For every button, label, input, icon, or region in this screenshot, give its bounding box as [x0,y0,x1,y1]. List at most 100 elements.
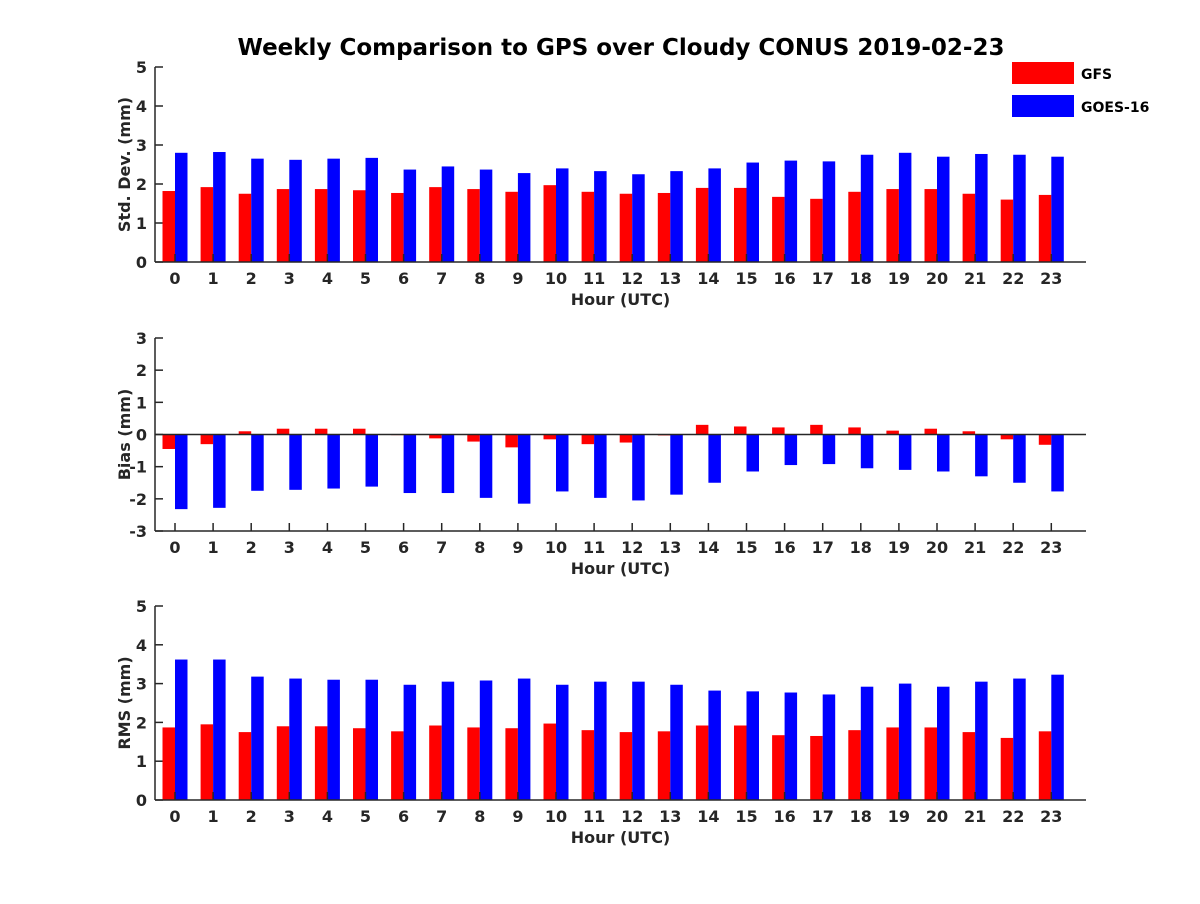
bar-gfs-hour-18 [848,191,861,262]
bar-gfs-hour-0 [162,434,175,449]
bar-gfs-hour-19 [886,189,899,262]
bar-goes16-hour-13 [670,171,683,262]
bar-goes16-hour-9 [517,678,531,800]
y-tick-label: -2 [129,490,147,509]
bar-goes16-hour-21 [975,153,988,262]
bar-goes16-hour-15 [746,691,759,800]
bar-gfs-hour-20 [924,189,937,262]
y-tick-label: 0 [136,426,147,445]
chart-title: Weekly Comparison to GPS over Cloudy CON… [238,35,1005,61]
x-tick-label: 17 [812,538,834,557]
y-tick-label: 4 [136,636,147,655]
x-tick-label: 20 [926,269,948,288]
bar-gfs-hour-2 [238,431,252,435]
bar-gfs-hour-18 [848,427,861,435]
bar-gfs-hour-19 [886,430,899,435]
bar-goes16-hour-18 [860,154,874,262]
x-tick-label: 16 [773,269,795,288]
bar-gfs-hour-14 [695,424,709,435]
bar-goes16-hour-1 [213,434,226,508]
x-tick-label: 22 [1002,807,1024,826]
x-tick-label: 22 [1002,269,1024,288]
bar-goes16-hour-23 [1051,434,1064,492]
bar-gfs-hour-3 [276,189,290,262]
bar-goes16-hour-19 [898,152,912,262]
bar-gfs-hour-13 [657,192,671,262]
x-tick-label: 19 [888,269,910,288]
bar-goes16-hour-12 [632,434,645,501]
y-tick-label: 5 [136,58,147,77]
bar-goes16-hour-11 [594,171,607,262]
bar-goes16-hour-6 [403,169,417,262]
y-tick-label: 0 [136,253,147,272]
bar-goes16-hour-23 [1051,674,1064,800]
x-tick-label: 15 [735,538,757,557]
x-tick-label: 15 [735,807,757,826]
bar-gfs-hour-17 [810,424,823,435]
bar-gfs-hour-21 [962,431,976,435]
bar-gfs-hour-4 [314,428,328,435]
x-axis-label: Hour (UTC) [571,828,671,847]
bar-goes16-hour-3 [289,434,302,490]
x-tick-label: 14 [697,807,719,826]
x-tick-label: 4 [322,538,333,557]
bar-goes16-hour-5 [365,434,378,487]
bar-goes16-hour-15 [746,162,759,262]
bar-goes16-hour-7 [441,434,455,494]
x-tick-label: 0 [169,269,180,288]
x-tick-label: 2 [246,269,257,288]
y-tick-label: 2 [136,361,147,380]
bar-gfs-hour-17 [810,735,823,800]
bar-goes16-hour-18 [860,434,874,469]
y-axis-label: Std. Dev. (mm) [115,97,134,232]
x-tick-label: 14 [697,538,719,557]
bar-gfs-hour-23 [1038,731,1052,800]
bar-goes16-hour-21 [975,681,988,800]
bar-goes16-hour-7 [441,166,455,262]
bar-goes16-hour-17 [822,161,836,262]
bar-goes16-hour-20 [937,686,950,800]
bar-gfs-hour-4 [314,189,328,262]
x-tick-label: 12 [621,807,643,826]
x-tick-label: 11 [583,538,605,557]
bar-goes16-hour-5 [365,157,378,262]
bar-goes16-hour-17 [822,434,836,465]
bar-gfs-hour-10 [543,185,556,262]
x-tick-label: 11 [583,807,605,826]
bar-gfs-hour-12 [619,193,633,262]
x-tick-label: 19 [888,807,910,826]
bar-gfs-hour-5 [353,190,366,262]
y-axis-label: Bias (mm) [115,389,134,481]
y-tick-label: 0 [136,791,147,810]
x-tick-label: 21 [964,538,986,557]
x-tick-label: 2 [246,807,257,826]
x-tick-label: 10 [545,269,567,288]
bar-goes16-hour-19 [898,434,912,470]
x-tick-label: 6 [398,538,409,557]
x-tick-label: 23 [1040,538,1062,557]
x-tick-label: 5 [360,538,371,557]
bar-gfs-hour-15 [734,187,747,262]
bar-goes16-hour-16 [784,160,798,262]
bar-goes16-hour-22 [1013,434,1026,483]
x-tick-label: 12 [621,269,643,288]
bar-goes16-hour-14 [708,434,721,483]
bar-gfs-hour-13 [657,731,671,800]
bar-gfs-hour-7 [429,725,442,800]
bar-goes16-hour-12 [632,681,645,800]
bar-goes16-hour-6 [403,684,417,800]
bar-gfs-hour-2 [238,193,252,262]
bar-gfs-hour-23 [1038,434,1052,445]
bar-gfs-hour-14 [695,187,709,262]
bar-goes16-hour-0 [175,434,188,510]
bar-goes16-hour-2 [251,158,264,262]
x-tick-label: 21 [964,269,986,288]
x-tick-label: 1 [208,538,219,557]
bar-gfs-hour-3 [276,428,290,435]
bar-gfs-hour-11 [581,191,595,262]
bar-gfs-hour-9 [505,728,518,800]
x-axis-label: Hour (UTC) [571,290,671,309]
x-tick-label: 9 [512,538,523,557]
